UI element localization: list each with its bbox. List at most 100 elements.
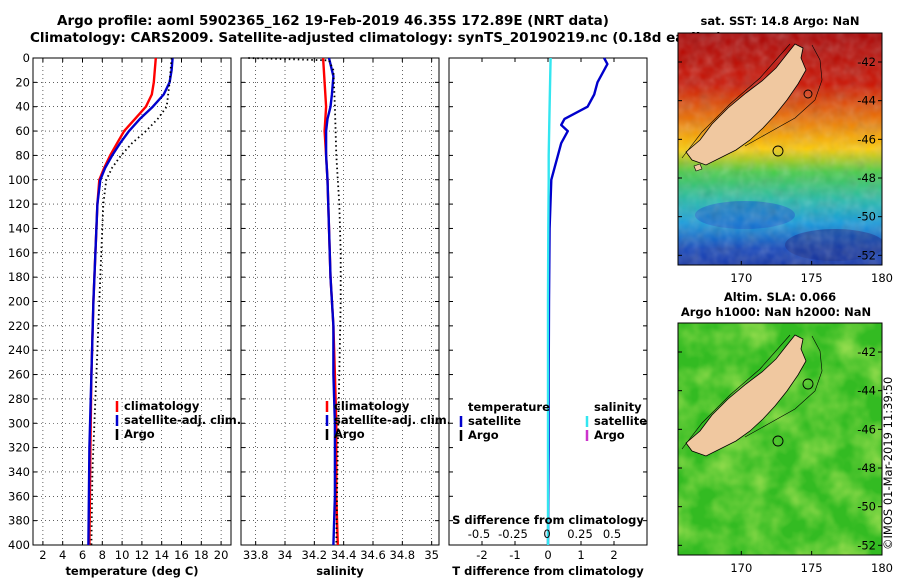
legend-heading-salinity: salinity [594,400,642,414]
s-tick-label: -0.5 [468,527,490,541]
y-tick-label: 300 [8,416,30,430]
s-tick-label: 0.5 [603,527,621,541]
y-tick-label: 340 [8,465,30,479]
y-tick-label: 280 [8,392,30,406]
sla-map-title-line1: Altim. SLA: 0.066 [724,290,836,304]
x-tick-label: 34.8 [390,548,416,562]
nz-south-island-land [685,43,807,166]
x-tick-label: 0 [544,548,551,562]
y-tick-label: 60 [15,124,30,138]
map-lat-label: -42 [857,55,876,69]
x-tick-label: 18 [194,548,209,562]
sst-map-axes: -42 -44 -46 -48 -50 -52 170 175 180 [678,55,893,285]
y-tick-label: 80 [15,148,30,162]
y-tick-label: 120 [8,197,30,211]
x-tick-label: 2 [610,548,617,562]
sst-other-marker [803,89,813,99]
y-tick-label: 100 [8,173,30,187]
map-lon-label: 180 [871,271,893,285]
x-tick-label: 16 [174,548,189,562]
series-line-satellite-adj-clim- [87,57,174,546]
map-lon-label: 180 [871,561,893,575]
y-tick-label: 20 [15,75,30,89]
stewart-island [693,163,703,172]
sla-shelf-contour [681,334,823,450]
map-lat-label: -44 [857,94,876,108]
y-tick-label: 180 [8,270,30,284]
series-line-argo [248,57,342,546]
sla-other-marker [802,378,814,390]
map-lon-label: 170 [730,271,752,285]
s-tick-label: 0.25 [567,527,593,541]
x-tick-label: -2 [476,548,487,562]
legend-label: Argo [468,428,499,442]
sst-argo-marker [772,145,784,157]
map-lat-label: -42 [857,345,876,359]
y-tick-label: 320 [8,441,30,455]
x-tick-label: 35 [424,548,439,562]
figure-title-line1: Argo profile: aoml 5902365_162 19-Feb-20… [57,13,609,29]
s-tick-label: -0.25 [498,527,528,541]
figure-title-line2: Climatology: CARS2009. Satellite-adjuste… [30,30,722,46]
sla-argo-marker [772,435,784,447]
x-axis-label: temperature (deg C) [65,564,198,578]
series-line-salinity-satellite [546,57,552,545]
map-lon-label: 175 [801,271,823,285]
map-lat-label: -46 [857,132,876,146]
difference-panel: -2 -1 0 1 2 T difference from climatology temp… [448,57,648,578]
s-difference-label: S difference from climatology [452,513,644,527]
x-axis-label: T difference from climatology [452,564,644,578]
map-lat-label: -46 [857,422,876,436]
map-lat-label: -44 [857,384,876,398]
sla-map: -42 -44 -46 -48 -50 -52 170 175 180 [677,322,893,575]
x-tick-label: 4 [59,548,66,562]
x-tick-label: 1 [577,548,584,562]
y-tick-label: 40 [15,100,30,114]
map-lon-label: 170 [730,561,752,575]
x-tick-label: 2 [39,548,46,562]
map-lat-label: -48 [857,171,876,185]
salinity-panel: 33.8 34 34.2 34.4 34.6 34.8 35 salinity climatol… [240,57,451,578]
x-tick-label: 34.2 [302,548,328,562]
x-tick-label: 34 [278,548,293,562]
y-tick-label: 140 [8,221,30,235]
legend-heading-temperature: temperature [468,400,550,414]
y-tick-label: 220 [8,319,30,333]
x-tick-label: 33.8 [243,548,269,562]
map-lat-label: -48 [857,461,876,475]
x-tick-label: 8 [99,548,106,562]
y-tick-label: 0 [23,51,30,65]
legend-label: climatology [334,399,410,413]
sst-map: -42 -44 -46 -48 -50 -52 170 175 180 [677,32,893,285]
legend-label: satellite-adj. clim. [124,413,241,427]
map-lat-label: -50 [857,210,876,224]
y-tick-label: 380 [8,514,30,528]
x-tick-label: 6 [79,548,86,562]
map-lat-label: -52 [857,538,876,552]
x-tick-label: 10 [115,548,130,562]
map-lat-label: -52 [857,248,876,262]
sla-map-axes: -42 -44 -46 -48 -50 -52 170 175 180 [678,345,893,575]
x-tick-label: 34.4 [331,548,357,562]
x-tick-label: 14 [154,548,169,562]
x-tick-label: -1 [509,548,520,562]
y-tick-label: 240 [8,343,30,357]
legend-label: Argo [594,428,625,442]
sst-shelf-contour [681,43,823,159]
temperature-panel: 0204060801001201401601802002202402602803… [8,51,241,578]
map-lon-label: 175 [801,561,823,575]
legend-label: climatology [124,399,200,413]
x-tick-label: 12 [135,548,150,562]
x-axis-label: salinity [316,564,364,578]
nz-south-island-land-sla [685,334,807,457]
sst-map-title: sat. SST: 14.8 Argo: NaN [700,14,859,28]
y-tick-label: 200 [8,295,30,309]
legend-label: Argo [124,427,155,441]
s-tick-label: 0 [543,527,550,541]
map-lat-label: -50 [857,500,876,514]
sla-map-title-line2: Argo h1000: NaN h2000: NaN [681,305,871,319]
legend-label: satellite [468,414,521,428]
legend-label: Argo [334,427,365,441]
x-tick-label: 34.6 [360,548,386,562]
y-tick-label: 360 [8,489,30,503]
